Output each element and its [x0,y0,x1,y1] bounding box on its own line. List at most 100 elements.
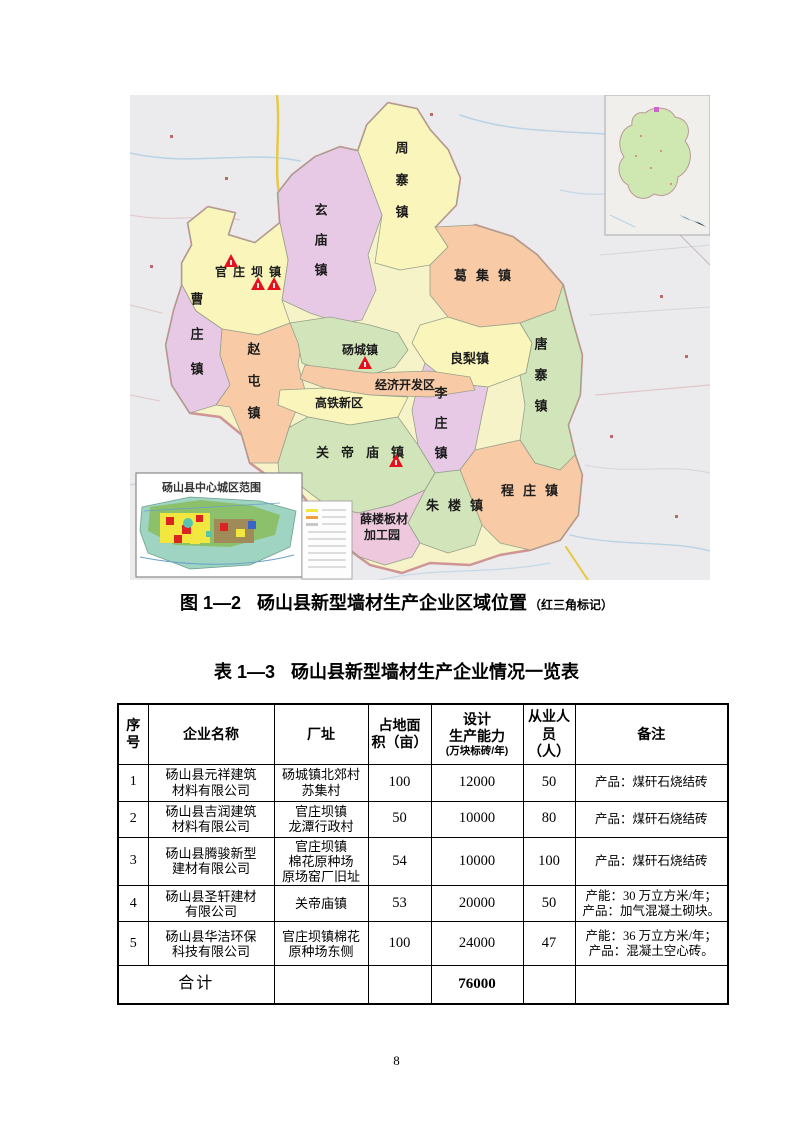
cell-total-address [273,965,369,1005]
figure-caption-number: 图 1—2 [179,593,241,613]
town-labels: 周寨镇 玄庙镇 官庄坝镇 曹庄镇 赵屯镇 砀城镇 葛集镇 良梨镇 唐寨镇 李庄镇… [189,141,567,542]
cell-capacity: 12000 [430,763,524,802]
cell-no: 4 [117,885,149,923]
map-background-roads [130,95,710,580]
cell-address: 官庄坝镇 龙潭行政村 [273,800,369,838]
inset-highlight-mark [654,107,659,112]
cell-area: 100 [367,763,432,802]
cell-note: 产品：煤矸石烧结砖 [574,836,729,887]
table-row: 5 砀山县华洁环保 科技有限公司 官庄坝镇棉花 原种场东侧 100 24000 … [117,921,729,967]
city-center-inset-map: 砀山县中心城区范围 [135,472,303,578]
town-label: 砀城镇 [342,342,378,357]
cell-no: 2 [117,800,149,838]
cell-capacity: 24000 [430,921,524,967]
col-header-no: 序 号 [117,703,149,765]
red-triangle-marker [389,454,403,467]
cell-company-name: 砀山县腾骏新型 建材有限公司 [147,836,275,887]
cell-address: 官庄坝镇 棉花原种场 原场窑厂旧址 [273,836,369,887]
town-region-xuanmiao [277,146,383,324]
town-label: 经济开发区 [375,377,435,392]
cell-capacity: 10000 [430,836,524,887]
town-label: 曹庄镇 [189,291,204,397]
map-legend-box [301,500,353,580]
town-label: 高铁新区 [315,395,363,410]
cell-note: 产能：36 万立方米/年； 产品：混凝土空心砖。 [574,921,729,967]
cell-no: 3 [117,836,149,887]
col-header-capacity: 设计 生产能力 (万块标砖/年) [430,703,524,765]
cell-company-name: 砀山县圣轩建材 有限公司 [147,885,275,923]
cell-address: 关帝庙镇 [273,885,369,923]
cell-area: 54 [367,836,432,887]
table-title-text: 砀山县新型墙材生产企业情况一览表 [291,662,580,682]
cell-capacity: 10000 [430,800,524,838]
cell-area: 53 [367,885,432,923]
town-label: 李庄镇 [433,385,449,476]
cell-capacity: 20000 [430,885,524,923]
col-header-capacity-unit: (万块标砖/年) [445,744,509,757]
cell-staff: 50 [522,763,576,802]
table-title: 表 1—3 砀山县新型墙材生产企业情况一览表 [0,658,793,684]
county-map: 周寨镇 玄庙镇 官庄坝镇 曹庄镇 赵屯镇 砀城镇 葛集镇 良梨镇 唐寨镇 李庄镇… [130,95,710,580]
col-header-name: 企业名称 [147,703,275,765]
town-label: 关帝庙镇 [316,445,416,460]
col-header-note: 备注 [574,703,729,765]
red-triangle-marker [224,254,238,267]
town-label: 加工园 [363,527,400,542]
inset-city-blocks [160,513,256,544]
table-title-number: 表 1—3 [213,662,276,682]
cell-staff: 50 [522,885,576,923]
table-row: 4 砀山县圣轩建材 有限公司 关帝庙镇 53 20000 50 产能：30 万立… [117,885,729,923]
town-label: 程庄镇 [501,483,567,498]
cell-address: 砀城镇北郊村 苏集村 [273,763,369,802]
col-header-staff: 从业人 员（人） [522,703,576,765]
enterprise-table: 序 号 企业名称 厂址 占地面 积（亩） 设计 生产能力 (万块标砖/年) 从业人… [117,703,729,1005]
table-header-row: 序 号 企业名称 厂址 占地面 积（亩） 设计 生产能力 (万块标砖/年) 从业人… [117,703,729,765]
cell-address: 官庄坝镇棉花 原种场东侧 [273,921,369,967]
county-map-figure: 周寨镇 玄庙镇 官庄坝镇 曹庄镇 赵屯镇 砀城镇 葛集镇 良梨镇 唐寨镇 李庄镇… [130,95,710,580]
red-triangle-markers [224,254,403,467]
red-triangle-marker [267,277,281,290]
town-label: 周寨镇 [394,141,410,237]
cell-note: 产品：煤矸石烧结砖 [574,800,729,838]
cell-staff: 100 [522,836,576,887]
figure-caption-note: （红三角标记） [529,598,614,612]
red-triangle-marker [251,277,265,290]
cell-company-name: 砀山县吉润建筑 材料有限公司 [147,800,275,838]
legend-text-lines [308,509,346,568]
figure-caption: 图 1—2 砀山县新型墙材生产企业区域位置 （红三角标记） [0,589,793,615]
cell-no: 1 [117,763,149,802]
table-row: 3 砀山县腾骏新型 建材有限公司 官庄坝镇 棉花原种场 原场窑厂旧址 54 10… [117,836,729,887]
cell-total-staff [522,965,576,1005]
cell-total-note [574,965,729,1005]
figure-caption-title: 砀山县新型墙材生产企业区域位置 [257,593,527,613]
page-number: 8 [393,1053,400,1068]
inset-detail-marks [635,135,672,185]
town-regions [165,102,583,566]
cell-area: 100 [367,921,432,967]
town-label: 良梨镇 [450,351,489,366]
cell-total-capacity: 76000 [430,965,524,1005]
cell-total-label: 合计 [117,965,275,1005]
town-label: 葛集镇 [453,268,520,283]
inset-city-title: 砀山县中心城区范围 [162,480,261,494]
cell-staff: 80 [522,800,576,838]
col-header-capacity-label: 设计 生产能力 [449,710,505,745]
town-label: 朱楼镇 [425,498,492,513]
town-label: 赵屯镇 [246,341,262,438]
table-total-row: 合计 76000 [117,965,729,1005]
town-label: 唐寨镇 [533,336,549,430]
cell-no: 5 [117,921,149,967]
cell-note: 产品：煤矸石烧结砖 [574,763,729,802]
cell-area: 50 [367,800,432,838]
town-label: 官庄坝镇 [215,264,287,279]
cell-total-area [367,965,432,1005]
cell-staff: 47 [522,921,576,967]
town-region-jingji-kaifaqu [299,364,476,398]
town-region-dangcheng [289,316,409,376]
town-label: 薛楼板材 [360,511,408,526]
red-triangle-marker [358,356,372,369]
col-header-area: 占地面 积（亩） [367,703,432,765]
town-region-guanzhuangba [181,206,291,336]
cell-note: 产能：30 万立方米/年； 产品：加气混凝土砌块。 [574,885,729,923]
